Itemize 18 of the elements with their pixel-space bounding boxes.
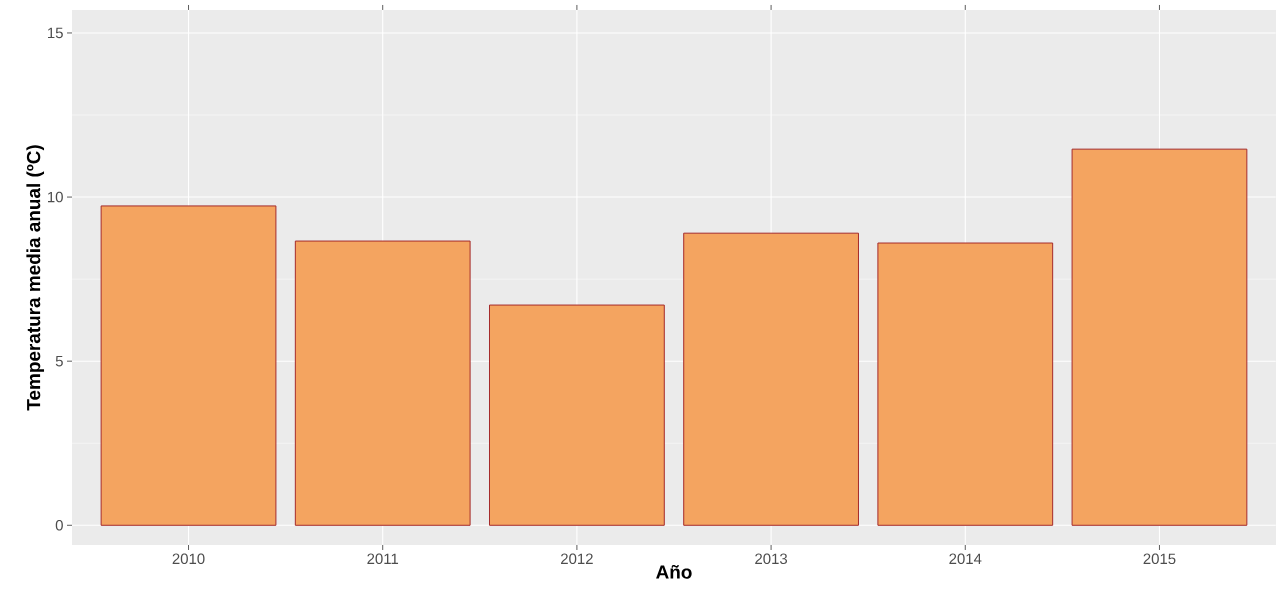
x-tick-label: 2011 (367, 553, 399, 565)
bar (489, 304, 665, 526)
y-tick-label: 0 (55, 520, 63, 531)
y-tick-label: 5 (55, 355, 63, 367)
y-tick-label: 15 (48, 27, 63, 39)
x-axis-title: Año (656, 564, 692, 579)
bar (683, 232, 859, 526)
x-tick-label: 2013 (755, 553, 788, 565)
x-tick-label: 2014 (949, 553, 982, 565)
y-axis-title: Temperatura media anual (ºC) (26, 145, 45, 411)
bar (877, 242, 1054, 526)
x-tick-label: 2012 (561, 553, 593, 565)
x-tick-label: 2010 (172, 553, 205, 565)
x-tick-label: 2015 (1143, 553, 1176, 565)
bar (294, 240, 471, 526)
y-tick-label: 10 (48, 191, 63, 203)
bar (1071, 148, 1248, 526)
bar (100, 205, 277, 526)
